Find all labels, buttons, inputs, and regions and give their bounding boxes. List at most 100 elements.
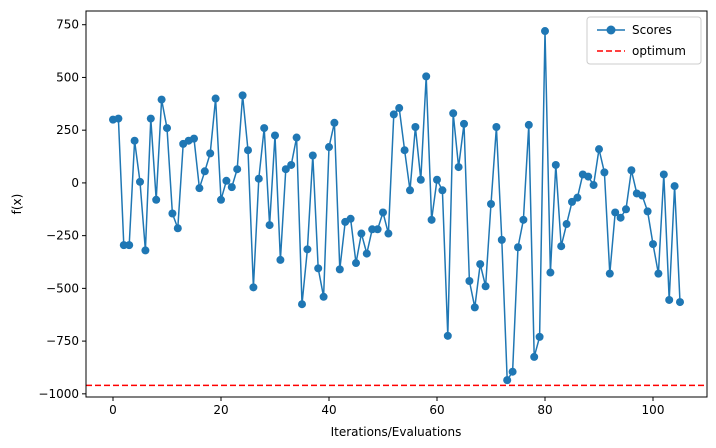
data-point (627, 166, 636, 175)
data-point (303, 245, 312, 254)
data-point (308, 151, 317, 160)
data-point (535, 332, 544, 341)
data-point (503, 376, 512, 385)
data-point (433, 175, 441, 184)
data-point (443, 331, 452, 340)
series-line-scores (112, 30, 681, 381)
legend: Scores optimum (586, 16, 702, 65)
plot-frame (85, 10, 708, 398)
data-point (551, 160, 560, 169)
legend-scores-marker (606, 25, 616, 35)
data-point (200, 167, 209, 176)
legend-optimum-label: optimum (632, 44, 686, 58)
data-point (589, 181, 598, 190)
data-point (465, 276, 474, 285)
y-tick-label: −250 (46, 229, 79, 243)
data-point (136, 177, 144, 186)
data-point (605, 269, 614, 278)
data-point (190, 134, 198, 143)
data-point (654, 269, 663, 278)
data-point (395, 104, 404, 113)
data-point (260, 124, 269, 133)
data-point (659, 170, 668, 179)
y-axis: −1000 −750 −500 −250 0 250 500 750 (38, 18, 86, 401)
legend-scores-label: Scores (632, 23, 672, 37)
data-point (114, 114, 123, 123)
data-point (206, 149, 215, 158)
data-point (217, 195, 225, 204)
x-axis-title: Iterations/Evaluations (331, 425, 462, 439)
data-point (314, 264, 323, 273)
data-point (152, 195, 161, 204)
data-point (249, 283, 258, 292)
x-axis: 0 20 40 60 80 100 (109, 397, 664, 417)
data-point (416, 175, 425, 184)
data-point (195, 184, 204, 193)
data-point (389, 110, 398, 119)
x-tick-label: 60 (429, 403, 444, 417)
data-point (173, 224, 182, 233)
data-point (524, 120, 533, 129)
data-point (357, 229, 366, 238)
data-point (254, 174, 263, 183)
data-point (227, 183, 236, 192)
data-point (638, 191, 647, 200)
data-point (476, 260, 485, 269)
x-tick-label: 20 (213, 403, 228, 417)
data-point (287, 160, 296, 169)
data-point (649, 240, 657, 249)
x-tick-label: 80 (537, 403, 552, 417)
data-point (546, 268, 555, 277)
y-tick-label: 250 (56, 123, 79, 137)
data-point (470, 303, 479, 312)
data-point (211, 94, 220, 103)
data-point (562, 220, 571, 229)
data-point (352, 259, 360, 268)
data-point (146, 114, 155, 123)
data-point (238, 91, 247, 100)
data-point (460, 119, 468, 128)
data-point (492, 123, 501, 132)
data-point (400, 146, 409, 155)
data-point (573, 193, 582, 202)
data-point (335, 265, 344, 274)
y-tick-label: 0 (71, 176, 79, 190)
y-tick-label: −500 (46, 281, 79, 295)
data-point (481, 282, 490, 291)
y-axis-title: f(x) (10, 194, 24, 215)
y-tick-label: −1000 (38, 387, 79, 401)
data-point (233, 165, 242, 174)
data-point (130, 136, 139, 145)
data-point (125, 241, 134, 250)
data-point (508, 367, 517, 376)
data-point (406, 186, 414, 195)
data-point (244, 146, 252, 155)
data-point (670, 182, 679, 191)
data-point (422, 72, 431, 81)
data-point (676, 298, 684, 307)
data-point (584, 172, 593, 181)
data-point (319, 292, 328, 301)
data-point (276, 255, 285, 264)
data-point (373, 225, 382, 234)
legend-box (586, 16, 702, 65)
data-point (168, 209, 177, 218)
plot-area (86, 27, 707, 387)
data-point (519, 215, 528, 224)
data-point (384, 229, 393, 238)
data-point (487, 200, 495, 208)
data-point (427, 215, 436, 224)
data-point (330, 118, 339, 127)
data-point (325, 143, 333, 152)
data-point (611, 208, 620, 217)
x-tick-label: 100 (642, 403, 665, 417)
data-point (541, 27, 549, 36)
data-point (665, 295, 674, 304)
data-point (595, 145, 603, 154)
data-point (600, 168, 609, 177)
data-point (622, 205, 630, 214)
data-point (379, 208, 387, 217)
data-point (298, 300, 306, 309)
data-point (411, 123, 420, 132)
